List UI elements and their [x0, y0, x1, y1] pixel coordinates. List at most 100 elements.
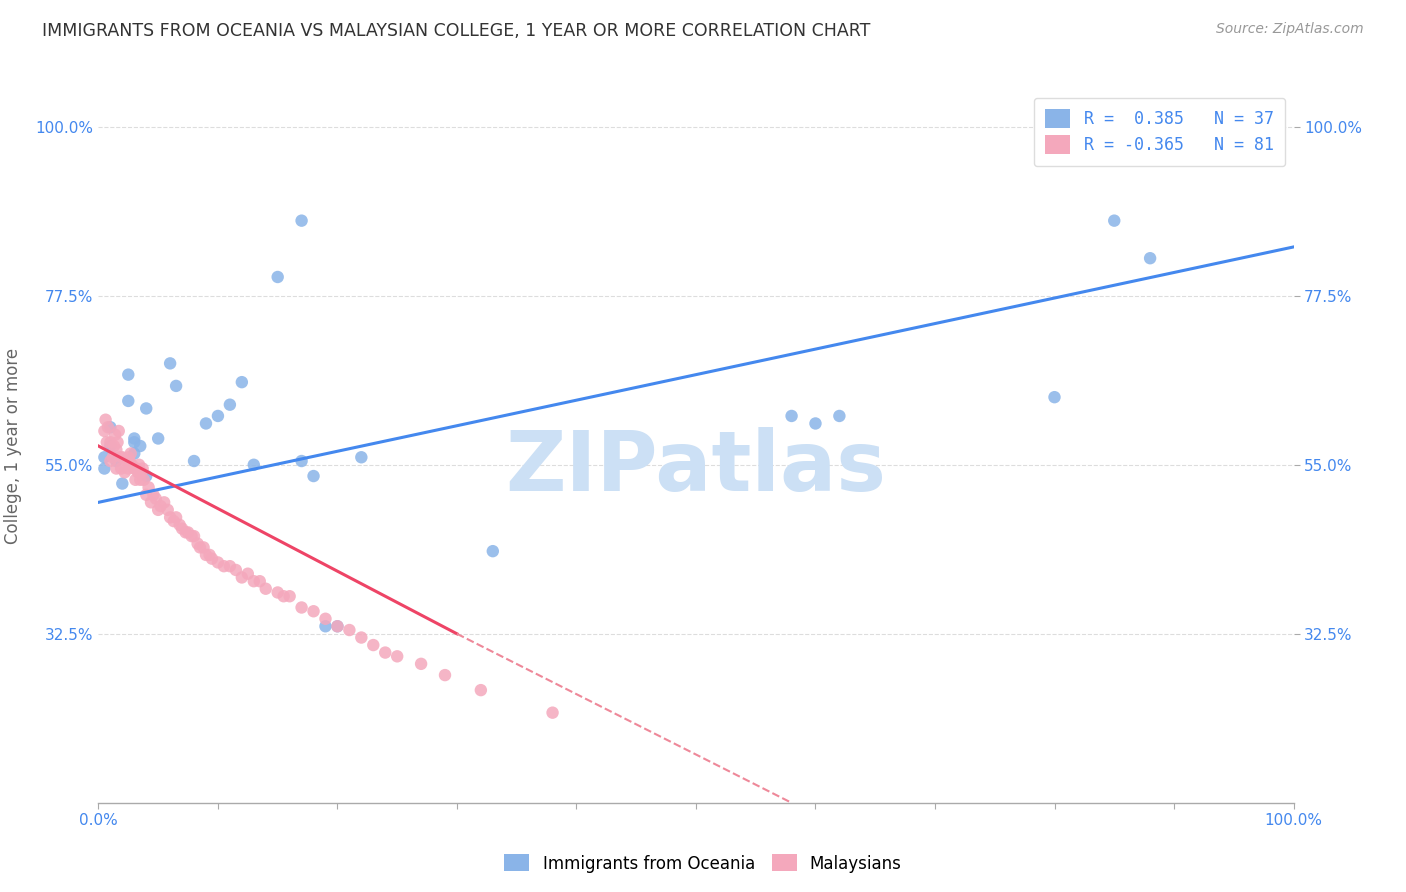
Point: [780, 409, 803, 423]
Point: [481, 544, 505, 558]
Point: [93, 424, 115, 438]
Text: IMMIGRANTS FROM OCEANIA VS MALAYSIAN COLLEGE, 1 YEAR OR MORE CORRELATION CHART: IMMIGRANTS FROM OCEANIA VS MALAYSIAN COL…: [42, 22, 870, 40]
Point: [124, 435, 146, 450]
Point: [93, 461, 115, 475]
Point: [225, 563, 247, 577]
Point: [212, 559, 235, 574]
Point: [117, 450, 139, 465]
Point: [145, 491, 167, 506]
Point: [350, 631, 373, 645]
Point: [118, 454, 141, 468]
Point: [148, 432, 170, 446]
Point: [117, 368, 139, 382]
Point: [105, 461, 128, 475]
Point: [120, 446, 142, 460]
Point: [188, 541, 211, 555]
Point: [111, 476, 134, 491]
Point: [96, 435, 118, 450]
Point: [243, 458, 266, 472]
Point: [278, 589, 301, 603]
Point: [363, 638, 385, 652]
Point: [108, 450, 131, 465]
Point: [129, 473, 152, 487]
Point: [124, 473, 146, 487]
Point: [231, 570, 253, 584]
Point: [107, 435, 129, 450]
Point: [326, 619, 349, 633]
Point: [128, 458, 150, 472]
Point: [187, 536, 209, 550]
Legend: R =  0.385   N = 37, R = -0.365   N = 81: R = 0.385 N = 37, R = -0.365 N = 81: [1033, 97, 1285, 166]
Point: [101, 450, 124, 465]
Point: [219, 559, 242, 574]
Point: [291, 454, 314, 468]
Point: [131, 465, 153, 479]
Point: [541, 706, 564, 720]
Text: ZIPatlas: ZIPatlas: [506, 427, 886, 508]
Point: [98, 454, 122, 468]
Point: [169, 517, 191, 532]
Point: [267, 270, 290, 285]
Point: [124, 432, 146, 446]
Text: Source: ZipAtlas.com: Source: ZipAtlas.com: [1216, 22, 1364, 37]
Point: [124, 446, 146, 460]
Point: [326, 619, 349, 633]
Point: [201, 551, 224, 566]
Point: [135, 401, 157, 416]
Point: [129, 439, 152, 453]
Point: [98, 435, 122, 450]
Point: [194, 417, 218, 431]
Point: [828, 409, 851, 423]
Point: [131, 461, 153, 475]
Point: [198, 548, 221, 562]
Point: [1043, 390, 1066, 404]
Point: [98, 439, 122, 453]
Point: [135, 488, 157, 502]
Legend: Immigrants from Oceania, Malaysians: Immigrants from Oceania, Malaysians: [498, 847, 908, 880]
Point: [243, 574, 266, 589]
Point: [121, 458, 143, 472]
Point: [142, 488, 165, 502]
Point: [267, 585, 290, 599]
Point: [165, 379, 187, 393]
Point: [107, 424, 129, 438]
Point: [339, 623, 360, 637]
Point: [153, 495, 176, 509]
Point: [98, 420, 122, 434]
Point: [302, 469, 325, 483]
Point: [315, 619, 337, 633]
Point: [350, 450, 373, 465]
Point: [302, 604, 325, 618]
Y-axis label: College, 1 year or more: College, 1 year or more: [4, 348, 21, 544]
Point: [97, 420, 120, 434]
Point: [105, 442, 128, 457]
Point: [115, 454, 138, 468]
Point: [139, 495, 162, 509]
Point: [159, 356, 181, 370]
Point: [117, 393, 139, 408]
Point: [291, 213, 314, 227]
Point: [174, 525, 197, 540]
Point: [249, 574, 271, 589]
Point: [315, 612, 337, 626]
Point: [127, 465, 149, 479]
Point: [103, 439, 125, 453]
Point: [148, 503, 170, 517]
Point: [124, 461, 146, 475]
Point: [172, 522, 194, 536]
Point: [163, 514, 186, 528]
Point: [149, 499, 172, 513]
Point: [110, 461, 132, 475]
Point: [125, 461, 148, 475]
Point: [156, 503, 179, 517]
Point: [193, 541, 215, 555]
Point: [138, 480, 160, 494]
Point: [433, 668, 456, 682]
Point: [165, 510, 187, 524]
Point: [93, 450, 115, 465]
Point: [194, 548, 218, 562]
Point: [291, 600, 314, 615]
Point: [236, 566, 259, 581]
Point: [231, 375, 253, 389]
Point: [114, 465, 136, 479]
